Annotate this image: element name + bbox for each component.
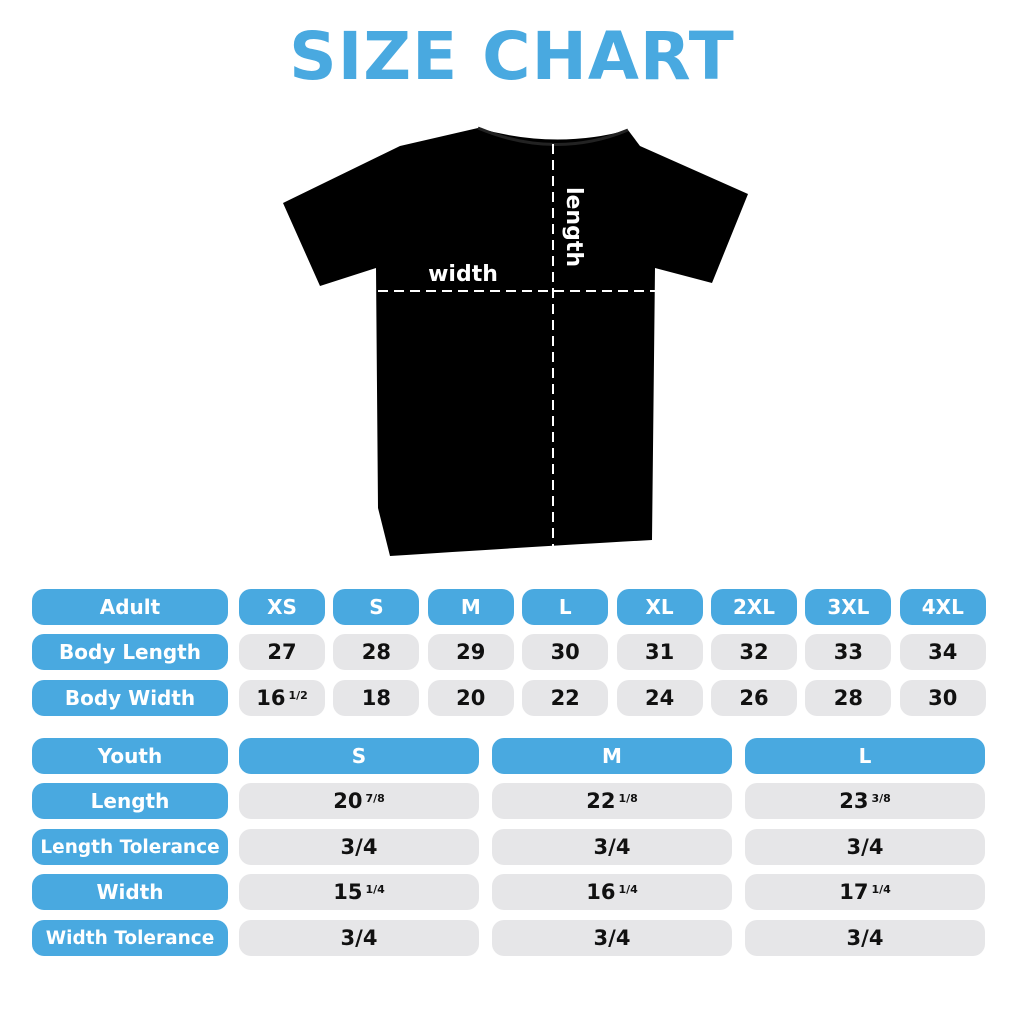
size-header-l: L bbox=[522, 589, 609, 625]
row-label: Length Tolerance bbox=[32, 829, 228, 865]
table-cell: 20 7/8 bbox=[239, 783, 479, 819]
tshirt-shape bbox=[283, 128, 748, 556]
page-title: SIZE CHART bbox=[289, 18, 735, 95]
table-cell: 23 3/8 bbox=[745, 783, 985, 819]
table-cell: 32 bbox=[711, 634, 797, 670]
adult-header: Adult bbox=[32, 589, 228, 625]
value-fraction: 1/4 bbox=[365, 882, 385, 896]
table-cell: 3/4 bbox=[745, 829, 985, 865]
size-header-s: S bbox=[333, 589, 420, 625]
table-cell: 3/4 bbox=[492, 920, 732, 956]
table-cell: 16 1/2 bbox=[239, 680, 325, 716]
table-cell: 24 bbox=[616, 680, 703, 716]
table-cell: 34 bbox=[899, 634, 986, 670]
youth-header: Youth bbox=[32, 738, 228, 774]
size-header-xs: XS bbox=[239, 589, 325, 625]
value-whole: 3/4 bbox=[846, 926, 884, 950]
value-whole: 22 bbox=[550, 686, 580, 710]
value-whole: 3/4 bbox=[340, 835, 378, 859]
table-cell: 3/4 bbox=[239, 920, 479, 956]
table-cell: 16 1/4 bbox=[492, 874, 732, 910]
value-whole: 3/4 bbox=[846, 835, 884, 859]
value-fraction: 1/4 bbox=[871, 882, 891, 896]
value-whole: 27 bbox=[267, 640, 297, 664]
table-cell: 27 bbox=[239, 634, 325, 670]
length-label: length bbox=[561, 187, 586, 267]
table-cell: 28 bbox=[333, 634, 420, 670]
size-header-2xl: 2XL bbox=[711, 589, 797, 625]
value-whole: 20 bbox=[456, 686, 486, 710]
value-whole: 23 bbox=[839, 789, 869, 813]
value-fraction: 1/2 bbox=[288, 688, 308, 702]
value-whole: 20 bbox=[333, 789, 363, 813]
size-header-4xl: 4XL bbox=[899, 589, 986, 625]
youth-size-header-s: S bbox=[239, 738, 479, 774]
value-whole: 32 bbox=[739, 640, 769, 664]
value-whole: 34 bbox=[928, 640, 958, 664]
value-whole: 15 bbox=[333, 880, 363, 904]
value-whole: 18 bbox=[361, 686, 391, 710]
value-whole: 28 bbox=[833, 686, 863, 710]
value-whole: 29 bbox=[456, 640, 486, 664]
table-cell: 3/4 bbox=[239, 829, 479, 865]
table-cell: 30 bbox=[899, 680, 986, 716]
value-whole: 22 bbox=[586, 789, 616, 813]
value-whole: 30 bbox=[550, 640, 580, 664]
value-whole: 28 bbox=[361, 640, 391, 664]
value-whole: 3/4 bbox=[340, 926, 378, 950]
value-fraction: 3/8 bbox=[871, 791, 891, 805]
table-cell: 17 1/4 bbox=[745, 874, 985, 910]
table-cell: 22 bbox=[522, 680, 609, 716]
value-whole: 24 bbox=[644, 686, 675, 710]
table-cell: 3/4 bbox=[745, 920, 985, 956]
table-cell: 3/4 bbox=[492, 829, 732, 865]
size-header-3xl: 3XL bbox=[805, 589, 892, 625]
table-cell: 29 bbox=[427, 634, 514, 670]
value-whole: 3/4 bbox=[593, 835, 631, 859]
table-cell: 31 bbox=[616, 634, 703, 670]
youth-size-header-m: M bbox=[492, 738, 732, 774]
value-fraction: 7/8 bbox=[365, 791, 385, 805]
size-header-xl: XL bbox=[616, 589, 703, 625]
tshirt-illustration: width length bbox=[283, 126, 748, 556]
table-cell: 26 bbox=[711, 680, 797, 716]
table-cell: 15 1/4 bbox=[239, 874, 479, 910]
width-label: width bbox=[428, 262, 498, 287]
row-label: Body Width bbox=[32, 680, 228, 716]
table-cell: 18 bbox=[333, 680, 420, 716]
row-label: Length bbox=[32, 783, 228, 819]
value-fraction: 1/8 bbox=[618, 791, 638, 805]
value-whole: 17 bbox=[839, 880, 869, 904]
row-label: Body Length bbox=[32, 634, 228, 670]
table-cell: 28 bbox=[805, 680, 892, 716]
table-cell: 30 bbox=[522, 634, 609, 670]
value-whole: 3/4 bbox=[593, 926, 631, 950]
table-cell: 22 1/8 bbox=[492, 783, 732, 819]
value-whole: 26 bbox=[739, 686, 769, 710]
value-whole: 16 bbox=[586, 880, 616, 904]
value-whole: 16 bbox=[256, 686, 286, 710]
table-cell: 20 bbox=[427, 680, 514, 716]
table-cell: 33 bbox=[805, 634, 892, 670]
value-whole: 31 bbox=[644, 640, 675, 664]
value-fraction: 1/4 bbox=[618, 882, 638, 896]
row-label: Width Tolerance bbox=[32, 920, 228, 956]
value-whole: 33 bbox=[833, 640, 863, 664]
row-label: Width bbox=[32, 874, 228, 910]
size-header-m: M bbox=[427, 589, 514, 625]
value-whole: 30 bbox=[928, 686, 958, 710]
youth-size-header-l: L bbox=[745, 738, 985, 774]
